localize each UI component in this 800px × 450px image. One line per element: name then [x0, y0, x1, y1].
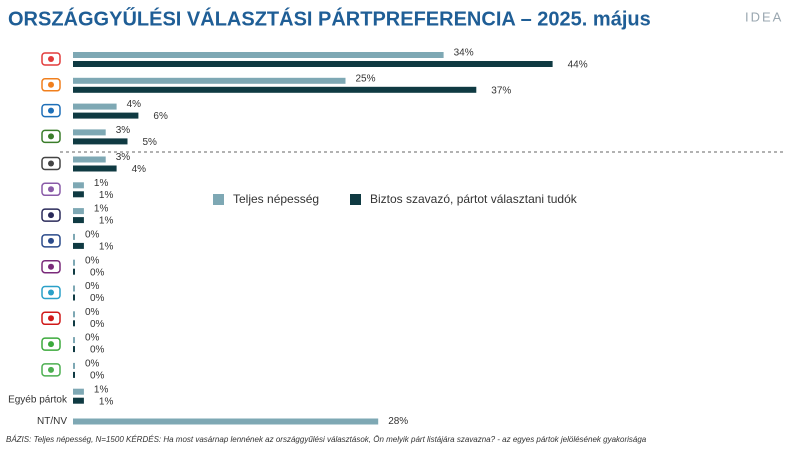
- bar: [73, 259, 75, 266]
- bar: [73, 294, 75, 301]
- bar: [73, 86, 477, 93]
- value-label: 0%: [90, 267, 105, 278]
- value-label: 0%: [85, 281, 100, 292]
- value-label: 1%: [99, 190, 114, 201]
- party-logo-dot: [48, 133, 54, 140]
- party-logo: [41, 156, 61, 171]
- value-label: 0%: [85, 230, 100, 241]
- value-label: 1%: [94, 178, 109, 189]
- value-label: 0%: [90, 345, 105, 356]
- value-label: 3%: [116, 125, 131, 136]
- value-label: 44%: [568, 60, 588, 71]
- legend-swatch: [213, 194, 224, 205]
- value-label: 1%: [99, 242, 114, 253]
- party-logo-dot: [48, 160, 54, 167]
- party-logo: [41, 259, 61, 274]
- bar: [73, 311, 75, 318]
- bar: [73, 129, 106, 136]
- party-logo-dot: [48, 107, 54, 114]
- bar: [73, 371, 75, 378]
- bar: [73, 191, 84, 198]
- value-label: 0%: [90, 293, 105, 304]
- value-label: 4%: [127, 99, 142, 110]
- bar: [73, 388, 84, 395]
- bar: [73, 77, 346, 84]
- bar: [73, 346, 75, 353]
- bar: [73, 285, 75, 292]
- party-logo-dot: [48, 341, 54, 348]
- bar: [73, 242, 84, 249]
- value-label: 1%: [99, 396, 114, 407]
- party-logo-dot: [48, 186, 54, 193]
- value-label: 25%: [356, 73, 376, 84]
- value-label: 37%: [491, 85, 511, 96]
- value-label: 28%: [388, 416, 408, 427]
- bar: [73, 337, 75, 344]
- bar: [73, 208, 84, 215]
- bar: [73, 165, 117, 172]
- party-logo: [41, 311, 61, 326]
- legend-label: Teljes népesség: [233, 192, 319, 206]
- bar: [73, 156, 106, 163]
- bar: [73, 103, 117, 110]
- chart-title: ORSZÁGGYŰLÉSI VÁLASZTÁSI PÁRTPREFERENCIA…: [8, 7, 651, 30]
- party-logo-dot: [48, 315, 54, 322]
- category-label: Egyéb pártok: [8, 394, 68, 405]
- party-logo: [41, 234, 61, 248]
- value-label: 6%: [153, 111, 168, 122]
- party-logo: [41, 337, 61, 351]
- party-logo-dot: [48, 56, 54, 62]
- legend-label: Biztos szavazó, pártot választani tudók: [370, 192, 578, 206]
- party-logo-dot: [48, 81, 54, 88]
- party-logo-dot: [48, 237, 54, 244]
- value-label: 0%: [85, 359, 100, 370]
- party-logo: [41, 78, 61, 92]
- party-logo-dot: [48, 366, 54, 373]
- party-logo-dot: [48, 212, 54, 219]
- bar: [73, 52, 444, 58]
- bar: [73, 138, 128, 145]
- bar: [73, 112, 139, 119]
- legend-swatch: [350, 194, 361, 205]
- party-logo: [41, 285, 61, 300]
- value-label: 1%: [99, 216, 114, 227]
- party-logo: [41, 182, 61, 197]
- value-label: 1%: [94, 204, 109, 215]
- bar: [73, 362, 75, 369]
- value-label: 0%: [85, 307, 100, 318]
- value-label: 5%: [143, 137, 158, 148]
- bar: [73, 182, 84, 189]
- party-logo: [41, 208, 61, 222]
- party-logo: [41, 129, 61, 144]
- value-label: 0%: [85, 333, 100, 344]
- value-label: 4%: [132, 164, 147, 175]
- party-logo: [41, 363, 61, 377]
- category-label: NT/NV: [37, 416, 67, 427]
- footnote: BÁZIS: Teljes népesség, N=1500 KÉRDÉS: H…: [6, 435, 647, 444]
- bar: [73, 61, 553, 67]
- value-label: 0%: [90, 371, 105, 382]
- bar: [73, 233, 75, 240]
- value-label: 1%: [94, 384, 109, 395]
- bar: [73, 397, 84, 404]
- bar: [73, 268, 75, 275]
- value-label: 0%: [85, 255, 100, 266]
- value-label: 0%: [90, 319, 105, 330]
- brand: IDEA: [745, 9, 783, 24]
- bar: [73, 217, 84, 224]
- party-logo-dot: [48, 289, 54, 296]
- party-logo: [41, 103, 61, 118]
- party-logo: [41, 52, 61, 66]
- bar: [73, 418, 379, 425]
- value-label: 34%: [454, 48, 474, 59]
- party-logo-dot: [48, 263, 54, 270]
- bar: [73, 320, 75, 327]
- value-label: 3%: [116, 152, 131, 163]
